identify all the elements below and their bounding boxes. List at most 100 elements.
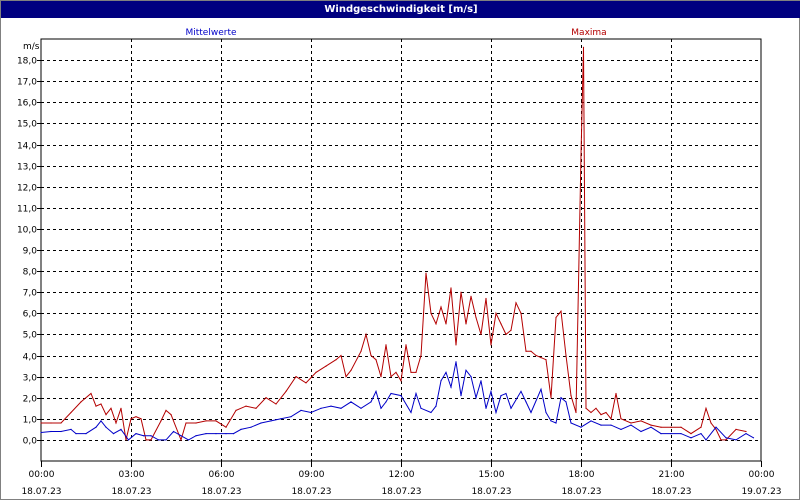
- data-point-maxima: [710, 422, 712, 424]
- x-tick-label-date: 18.07.23: [291, 487, 331, 497]
- x-tick-label-date: 18.07.23: [651, 487, 691, 497]
- data-point-mittelwerte: [280, 418, 282, 420]
- data-point-mittelwerte: [290, 416, 292, 418]
- data-point-mittelwerte: [550, 420, 552, 422]
- data-point-mittelwerte: [490, 390, 492, 392]
- data-point-mittelwerte: [70, 428, 72, 430]
- data-point-maxima: [345, 376, 347, 378]
- data-point-mittelwerte: [570, 422, 572, 424]
- data-point-maxima: [615, 392, 617, 395]
- data-point-maxima: [425, 272, 427, 274]
- data-point-maxima: [370, 354, 372, 357]
- data-point-mittelwerte: [540, 388, 542, 390]
- data-point-maxima: [475, 316, 477, 319]
- data-point-mittelwerte: [225, 433, 227, 435]
- data-point-maxima: [470, 295, 472, 297]
- data-point-mittelwerte: [150, 435, 152, 437]
- data-point-maxima: [555, 316, 557, 319]
- data-point-maxima: [165, 409, 167, 411]
- x-tick-label-time: 12:00: [389, 470, 415, 480]
- legend-mittelwerte: Mittelwerte: [185, 28, 236, 38]
- data-point-maxima: [580, 154, 582, 156]
- data-point-mittelwerte: [580, 426, 582, 428]
- data-point-maxima: [720, 439, 722, 441]
- data-point-maxima: [120, 407, 122, 409]
- data-point-mittelwerte: [270, 420, 272, 422]
- data-point-mittelwerte: [232, 433, 235, 435]
- data-point-mittelwerte: [310, 411, 312, 414]
- y-tick-label: 16,0: [17, 99, 37, 109]
- data-point-maxima: [445, 323, 447, 325]
- y-tick-label: 5,0: [23, 331, 38, 341]
- data-point-mittelwerte: [187, 439, 190, 441]
- data-point-mittelwerte: [610, 424, 612, 426]
- data-point-maxima: [125, 439, 127, 441]
- y-tick-label: 7,0: [23, 289, 38, 299]
- data-point-maxima: [595, 407, 597, 409]
- data-point-mittelwerte: [475, 397, 477, 399]
- data-point-mittelwerte: [142, 435, 145, 437]
- y-tick-label: 2,0: [23, 395, 38, 405]
- data-point-maxima: [410, 371, 412, 373]
- data-point-maxima: [350, 369, 352, 371]
- data-point-maxima: [525, 350, 527, 352]
- data-point-maxima: [570, 395, 572, 397]
- data-point-maxima: [620, 418, 622, 420]
- y-axis-unit-label: m/s: [23, 42, 40, 52]
- data-point-maxima: [340, 354, 342, 357]
- x-tick-label-date: 18.07.23: [21, 487, 61, 497]
- data-point-maxima: [465, 323, 467, 325]
- y-tick-label: 10,0: [17, 226, 37, 236]
- data-point-maxima: [225, 426, 227, 428]
- data-point-mittelwerte: [157, 439, 160, 441]
- data-point-maxima: [415, 371, 417, 373]
- data-point-maxima: [145, 439, 147, 441]
- data-point-mittelwerte: [360, 407, 362, 409]
- data-point-maxima: [420, 354, 422, 357]
- data-point-maxima: [275, 403, 277, 405]
- data-point-maxima: [670, 426, 672, 428]
- data-point-mittelwerte: [60, 430, 62, 433]
- data-point-mittelwerte: [112, 433, 115, 435]
- data-point-maxima: [365, 333, 367, 335]
- data-point-mittelwerte: [215, 433, 217, 435]
- data-point-maxima: [495, 312, 497, 314]
- y-tick-label: 0,0: [23, 437, 38, 447]
- data-point-mittelwerte: [370, 401, 372, 403]
- data-point-mittelwerte: [555, 422, 557, 424]
- data-point-maxima: [395, 371, 397, 373]
- data-point-maxima: [405, 344, 407, 346]
- data-point-mittelwerte: [415, 392, 417, 395]
- y-tick-label: 15,0: [17, 120, 37, 130]
- data-point-maxima: [700, 426, 702, 428]
- data-point-maxima: [705, 407, 707, 409]
- y-tick-label: 6,0: [23, 310, 38, 320]
- data-point-mittelwerte: [500, 395, 502, 397]
- data-point-mittelwerte: [445, 371, 447, 373]
- data-point-maxima: [505, 333, 507, 335]
- data-point-maxima: [480, 333, 482, 335]
- data-point-maxima: [725, 439, 727, 441]
- data-point-maxima: [205, 420, 207, 422]
- data-point-maxima: [90, 392, 92, 395]
- data-point-maxima: [690, 433, 692, 435]
- data-point-maxima: [95, 405, 97, 407]
- data-point-mittelwerte: [385, 401, 387, 403]
- legend-maxima: Maxima: [571, 28, 606, 38]
- data-point-maxima: [530, 350, 532, 352]
- y-tick-label: 17,0: [17, 78, 37, 88]
- x-tick-label-date: 18.07.23: [381, 487, 421, 497]
- data-point-maxima: [640, 420, 642, 422]
- data-point-maxima: [660, 426, 662, 428]
- data-point-maxima: [585, 407, 587, 409]
- data-point-maxima: [305, 382, 307, 384]
- data-point-maxima: [135, 416, 137, 418]
- data-point-mittelwerte: [300, 409, 302, 411]
- data-point-maxima: [110, 407, 112, 409]
- data-point-maxima: [245, 405, 247, 407]
- data-point-maxima: [600, 414, 602, 416]
- data-point-mittelwerte: [705, 439, 707, 441]
- data-point-mittelwerte: [85, 433, 87, 435]
- data-point-maxima: [500, 323, 502, 325]
